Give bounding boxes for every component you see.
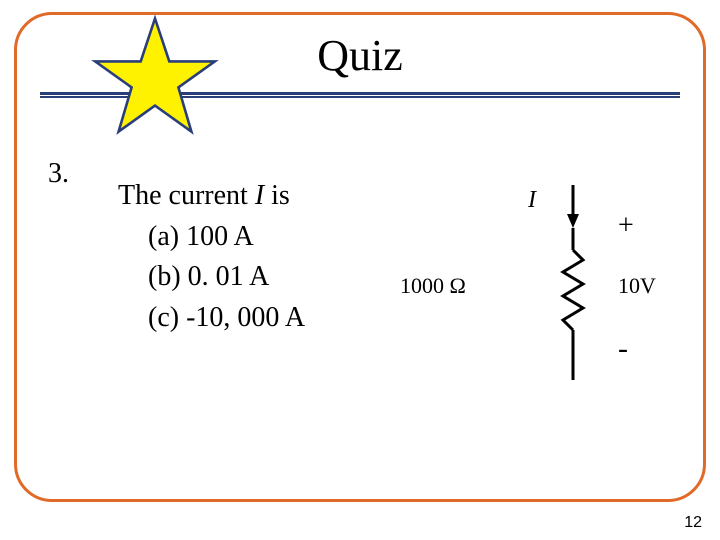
option-c: (c) -10, 000 A	[118, 298, 305, 339]
question-number: 3.	[48, 158, 69, 190]
minus-label: -	[618, 332, 628, 366]
star-icon	[90, 12, 220, 142]
slide-title: Quiz	[317, 31, 403, 80]
question-prompt: The current I is (a) 100 A (b) 0. 01 A (…	[118, 176, 305, 338]
prompt-prefix: The current	[118, 180, 255, 211]
prompt-variable: I	[255, 180, 264, 211]
prompt-suffix: is	[264, 180, 290, 211]
voltage-label: 10V	[618, 273, 656, 299]
resistor-label: 1000 Ω	[400, 273, 466, 299]
plus-label: +	[618, 210, 634, 242]
resistor-icon	[555, 180, 605, 390]
page-number: 12	[684, 514, 702, 532]
option-b: (b) 0. 01 A	[118, 257, 305, 298]
option-a: (a) 100 A	[118, 217, 305, 258]
prompt-line: The current I is	[118, 176, 305, 217]
current-label: I	[528, 187, 536, 214]
